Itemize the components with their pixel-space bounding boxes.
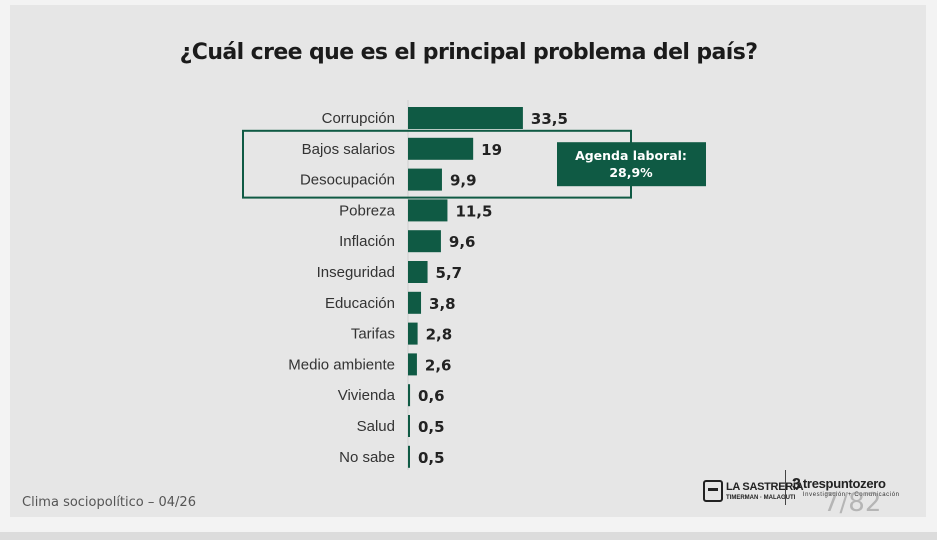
bar	[408, 353, 417, 376]
bottom-strip	[0, 532, 937, 540]
category-label: Salud	[357, 418, 395, 435]
logo-right-subtitle: Investigación + Comunicación	[802, 492, 900, 498]
category-label: Inseguridad	[317, 264, 395, 281]
bar	[408, 445, 410, 468]
value-label: 2,8	[426, 326, 453, 344]
category-label: Pobreza	[339, 202, 396, 219]
bar	[408, 168, 442, 191]
value-label: 5,7	[436, 264, 463, 282]
value-label: 9,6	[449, 233, 476, 251]
callout-label: Agenda laboral:	[575, 148, 687, 163]
trespuntozero-logo: 3 trespuntozero Investigación + Comunica…	[792, 476, 900, 499]
logo-right-name: trespuntozero	[802, 476, 886, 491]
category-label: Vivienda	[338, 387, 396, 404]
logo-left-subtitle: TIMERMAN · MALAGUTI	[726, 494, 796, 501]
category-label: Desocupación	[300, 172, 395, 189]
bar	[408, 291, 422, 314]
logo-left-name: LA SASTRERÍA	[726, 480, 804, 493]
category-label: Corrupción	[322, 110, 395, 127]
bar	[408, 415, 410, 437]
la-sastreria-logo: LA SASTRERÍA TIMERMAN · MALAGUTI	[703, 478, 804, 504]
bar	[408, 230, 441, 253]
value-label: 0,5	[418, 418, 445, 436]
value-label: 11,5	[455, 202, 492, 220]
bar	[408, 384, 411, 407]
chart-title: ¿Cuál cree que es el principal problema …	[179, 40, 758, 65]
category-label: No sabe	[339, 449, 395, 466]
callout-box	[557, 142, 706, 187]
value-label: 3,8	[429, 295, 456, 313]
logo-right-prefix: 3	[792, 476, 801, 493]
value-label: 0,6	[418, 387, 445, 405]
slide-background	[10, 5, 926, 517]
value-label: 2,6	[425, 356, 452, 374]
footer-label: Clima sociopolítico – 04/26	[22, 495, 196, 510]
category-label: Medio ambiente	[288, 356, 395, 373]
category-label: Bajos salarios	[302, 141, 395, 158]
value-label: 33,5	[531, 110, 568, 128]
bar	[408, 199, 448, 222]
callout-value: 28,9%	[609, 165, 653, 180]
page-number: 7/82	[823, 488, 882, 518]
category-label: Inflación	[339, 233, 395, 250]
value-label: 9,9	[450, 172, 477, 190]
sastreria-logo-icon	[703, 480, 723, 502]
value-label: 0,5	[418, 449, 445, 467]
bar	[408, 322, 418, 345]
bar	[408, 107, 523, 129]
category-label: Tarifas	[351, 326, 395, 343]
bar	[408, 137, 474, 160]
category-label: Educación	[325, 295, 395, 312]
logo-divider	[785, 470, 786, 505]
value-label: 19	[481, 141, 502, 159]
bar	[408, 261, 428, 283]
